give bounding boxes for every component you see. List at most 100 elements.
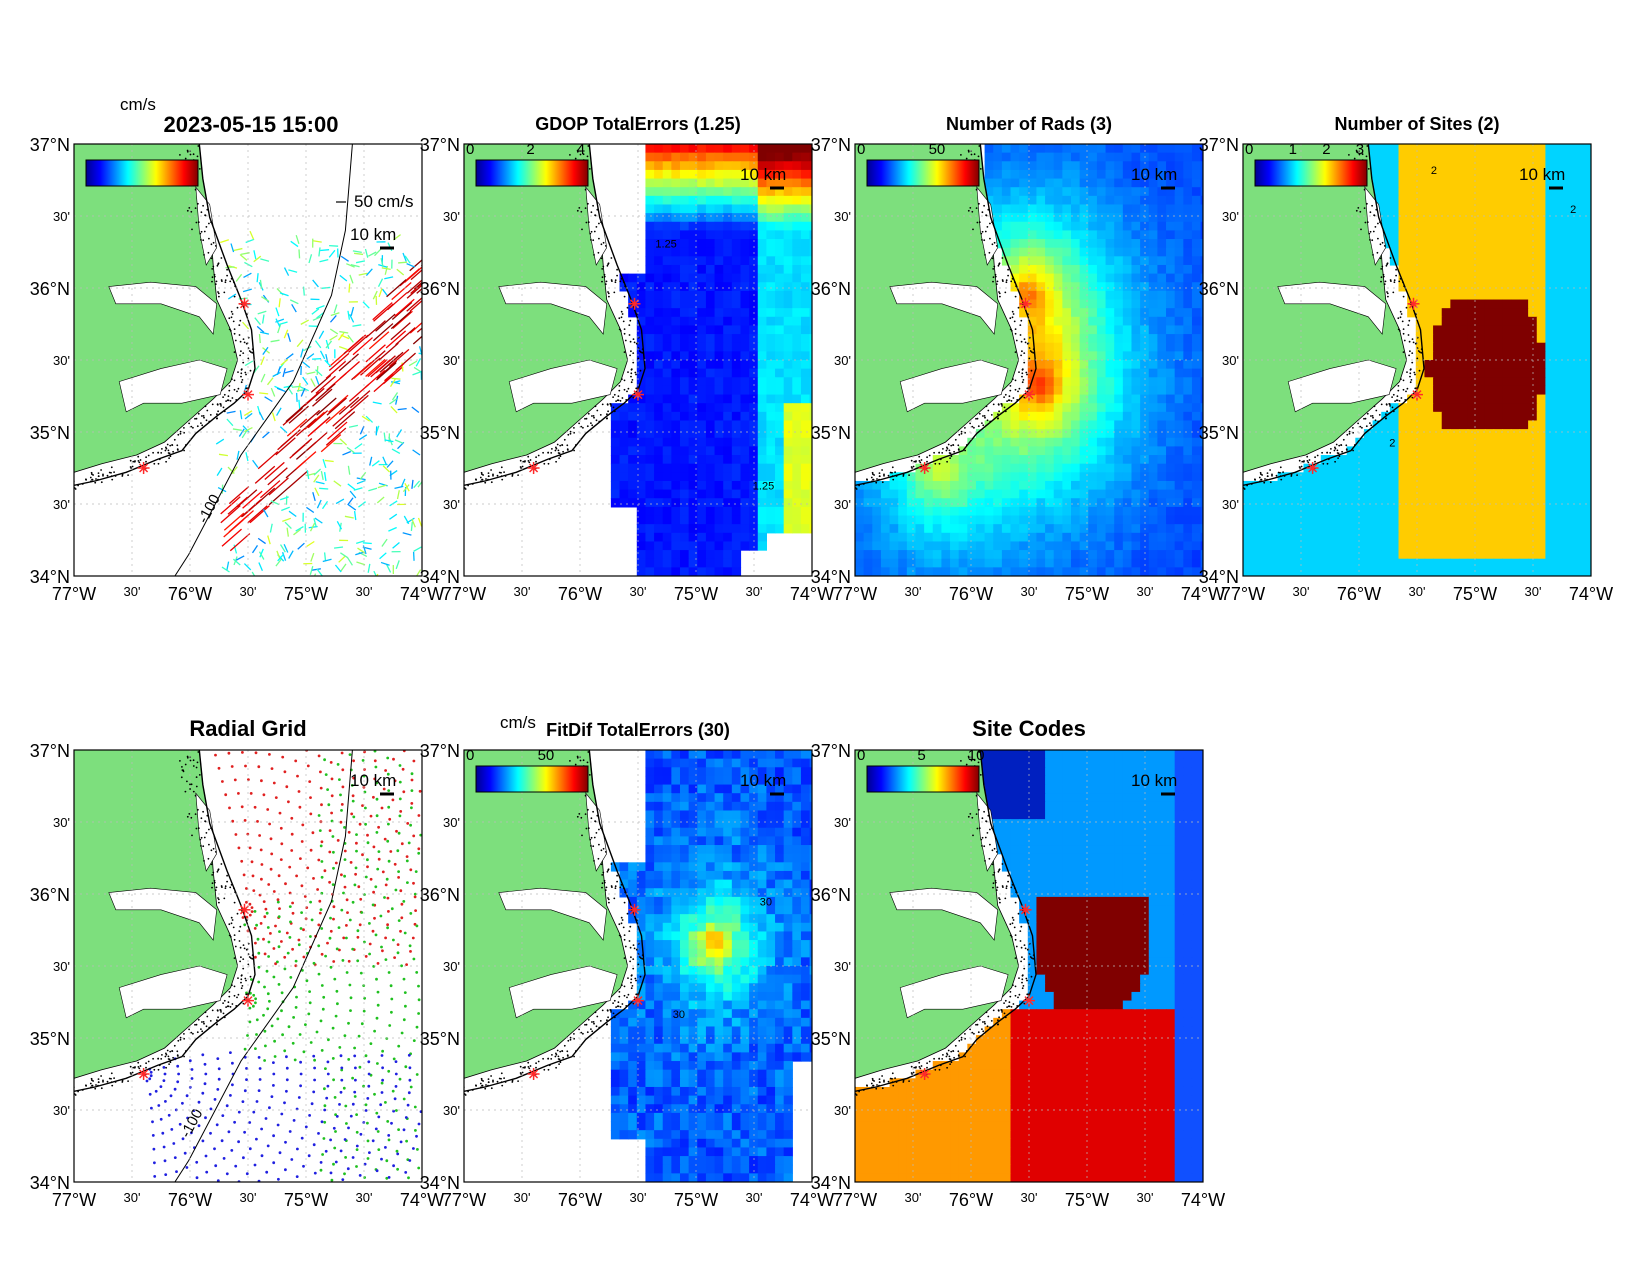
- data-cell: [1554, 187, 1564, 197]
- data-cell: [984, 524, 994, 534]
- data-cell: [1200, 351, 1203, 361]
- data-cell: [1157, 567, 1167, 576]
- data-cell: [1036, 299, 1046, 309]
- data-cell: [1053, 169, 1063, 180]
- data-cell: [1200, 221, 1203, 231]
- data-cell: [1528, 204, 1538, 214]
- data-cell: [619, 411, 629, 422]
- data-cell: [1519, 403, 1529, 413]
- data-cell: [1140, 498, 1150, 508]
- data-cell: [1122, 195, 1133, 206]
- data-cell: [1148, 480, 1158, 491]
- data-cell: [800, 455, 811, 465]
- data-cell: [654, 550, 664, 560]
- data-cell: [1433, 455, 1443, 465]
- data-cell: [1183, 273, 1193, 283]
- data-cell: [1079, 558, 1089, 568]
- data-cell: [680, 567, 690, 576]
- data-cell: [800, 316, 811, 327]
- data-cell: [809, 351, 812, 361]
- current-vector: [345, 334, 367, 353]
- current-vector: [243, 563, 252, 571]
- current-vector: [347, 465, 351, 475]
- current-vector: [358, 272, 368, 276]
- current-vector: [338, 396, 360, 415]
- data-cell: [688, 550, 698, 560]
- data-cell: [723, 463, 733, 473]
- data-cell: [610, 420, 621, 430]
- data-cell: [1424, 273, 1434, 283]
- data-cell: [906, 489, 917, 499]
- coast-dot: [619, 330, 622, 332]
- data-cell: [705, 360, 716, 370]
- data-cell: [1433, 144, 1443, 154]
- data-cell: [645, 247, 655, 257]
- data-cell: [1122, 377, 1133, 387]
- data-cell: [1407, 403, 1417, 413]
- data-cell: [993, 506, 1003, 517]
- data-cell: [1148, 204, 1158, 214]
- data-cell: [1062, 550, 1072, 560]
- coast-dot: [981, 230, 984, 233]
- data-cell: [1027, 429, 1038, 439]
- data-cell: [1372, 489, 1382, 499]
- data-cell: [880, 567, 891, 576]
- data-cell: [1183, 325, 1193, 335]
- data-cell: [1200, 161, 1203, 171]
- data-cell: [1450, 446, 1460, 456]
- data-cell: [1571, 420, 1581, 430]
- data-cell: [1174, 247, 1184, 257]
- lon-tick-label: 76°W: [168, 584, 212, 604]
- coast-dot: [593, 254, 595, 256]
- data-cell: [697, 377, 707, 387]
- data-cell: [975, 429, 986, 439]
- data-cell: [1114, 437, 1124, 447]
- data-cell: [1519, 446, 1529, 456]
- data-cell: [1476, 342, 1486, 352]
- data-cell: [662, 463, 672, 473]
- data-cell: [889, 532, 899, 543]
- coast-dot: [528, 461, 531, 464]
- data-cell: [1114, 506, 1124, 517]
- data-cell: [1122, 239, 1133, 249]
- data-cell: [889, 498, 899, 508]
- data-cell: [809, 411, 812, 422]
- data-cell: [783, 394, 793, 404]
- data-cell: [800, 515, 811, 525]
- data-cell: [792, 455, 802, 465]
- data-cell: [880, 524, 891, 534]
- data-cell: [636, 567, 647, 576]
- data-cell: [1114, 230, 1124, 240]
- data-cell: [1166, 334, 1176, 344]
- data-cell: [1476, 429, 1486, 439]
- data-cell: [723, 144, 733, 154]
- coast-dot: [238, 324, 241, 326]
- data-cell: [1476, 446, 1486, 456]
- data-cell: [1510, 342, 1521, 352]
- data-cell: [610, 411, 621, 422]
- data-cell: [1519, 489, 1529, 499]
- data-cell: [1441, 239, 1451, 249]
- data-cell: [1027, 506, 1038, 517]
- data-cell: [688, 498, 698, 508]
- data-cell: [671, 152, 681, 162]
- current-vector: [312, 357, 322, 360]
- data-cell: [749, 455, 759, 465]
- data-cell: [809, 472, 812, 482]
- data-cell: [1519, 394, 1529, 404]
- data-cell: [1062, 506, 1072, 517]
- data-cell: [984, 498, 994, 508]
- data-cell: [1579, 161, 1590, 171]
- current-vector: [220, 505, 241, 524]
- coast-dot: [1014, 295, 1017, 298]
- data-cell: [855, 558, 865, 568]
- data-cell: [714, 437, 724, 447]
- data-cell: [1131, 506, 1141, 517]
- data-cell: [697, 463, 707, 473]
- data-cell: [662, 290, 672, 301]
- data-cell: [958, 455, 968, 465]
- data-cell: [1441, 506, 1451, 517]
- data-cell: [1484, 204, 1495, 214]
- data-cell: [1415, 429, 1426, 439]
- coast-dot: [1020, 340, 1023, 343]
